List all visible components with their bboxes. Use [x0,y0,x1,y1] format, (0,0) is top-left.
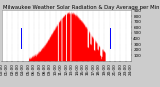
Text: Milwaukee Weather Solar Radiation & Day Average per Minute W/m2 (Today): Milwaukee Weather Solar Radiation & Day … [3,5,160,10]
